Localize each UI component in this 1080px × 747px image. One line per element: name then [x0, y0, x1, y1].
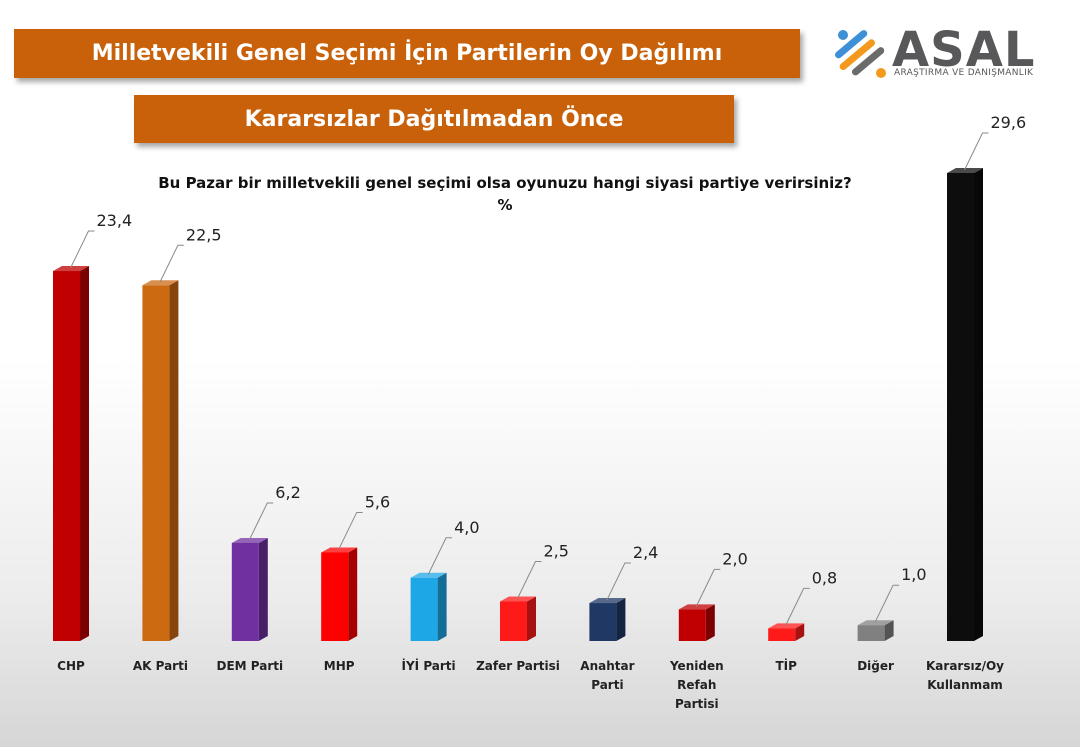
category-label: Diğer [857, 659, 894, 673]
category-label: Yeniden [669, 659, 724, 673]
category-label: Kullanmam [927, 678, 1003, 692]
bar-top [678, 604, 715, 610]
bar-side [169, 280, 179, 641]
value-leader-line [159, 244, 184, 283]
bar-side [974, 168, 983, 641]
asal-logo: ASAL ARAŞTIRMA VE DANIŞMANLIK [834, 22, 1036, 86]
value-leader-line [70, 230, 95, 269]
bar [768, 623, 805, 641]
category-label: Kararsız/Oy [926, 659, 1004, 673]
category-label: Zafer Partisi [476, 659, 560, 673]
bar [53, 266, 89, 641]
chart-subtitle-banner: Kararsızlar Dağıtılmadan Önce [134, 95, 734, 143]
question-unit: % [497, 196, 513, 214]
bar-side [795, 623, 805, 641]
bar-top [857, 620, 894, 626]
bar-side [616, 598, 626, 641]
value-label: 0,8 [812, 568, 837, 587]
survey-question: Bu Pazar bir milletvekili genel seçimi o… [60, 172, 950, 216]
bar-front [857, 625, 885, 641]
value-label: 29,6 [991, 113, 1027, 132]
bar-top [947, 168, 983, 173]
bar-front [589, 603, 617, 641]
category-label: Parti [591, 678, 623, 692]
value-label: 5,6 [365, 492, 390, 511]
bar [231, 537, 268, 641]
category-label: İYİ Parti [402, 658, 456, 673]
bar-top [321, 547, 358, 553]
bar-front [678, 609, 706, 641]
bar [410, 572, 447, 641]
value-leader-line [964, 132, 989, 171]
bar-top [768, 623, 805, 629]
category-label: DEM Parti [216, 659, 283, 673]
bar-front [500, 601, 527, 641]
category-label: Refah [677, 678, 716, 692]
category-label: MHP [324, 659, 355, 673]
value-leader-line [427, 537, 453, 575]
bar-top [500, 596, 536, 602]
value-leader-line [695, 568, 721, 607]
logo-brand-text: ASAL [892, 22, 1036, 78]
logo-tagline: ARAŞTIRMA VE DANIŞMANLIK [894, 68, 1034, 78]
value-label: 23,4 [97, 211, 133, 230]
category-label: Anahtar [580, 659, 634, 673]
bar-top [410, 572, 447, 578]
bar-front [947, 173, 974, 641]
value-label: 2,5 [544, 541, 569, 560]
value-leader-line [785, 587, 810, 626]
bar-top [589, 598, 626, 604]
bar-side [884, 620, 894, 641]
bar-front [768, 628, 796, 641]
bar [857, 620, 894, 641]
value-leader-line [874, 584, 900, 623]
bar [678, 604, 715, 641]
bar [321, 547, 358, 641]
value-label: 22,5 [186, 225, 222, 244]
bar-top [142, 280, 179, 286]
value-label: 2,0 [722, 549, 747, 568]
bar-front [142, 285, 170, 641]
bar [947, 168, 983, 641]
bar-front [231, 542, 259, 641]
category-label: AK Parti [133, 659, 188, 673]
bar-top [231, 537, 268, 543]
bar-top [53, 266, 89, 272]
value-label: 6,2 [275, 483, 300, 502]
bar-side [258, 537, 268, 641]
bar [142, 280, 179, 641]
bar [500, 596, 536, 641]
category-label: Partisi [675, 697, 719, 711]
chart-title-banner: Milletvekili Genel Seçimi İçin Partileri… [14, 29, 800, 78]
value-label: 1,0 [901, 565, 926, 584]
bar [589, 598, 626, 641]
value-leader-line [517, 560, 542, 599]
bar-front [321, 552, 349, 641]
chart-title: Milletvekili Genel Seçimi İçin Partileri… [91, 41, 723, 66]
bar-front [53, 271, 80, 641]
bar-side [705, 604, 715, 641]
category-label: CHP [57, 659, 85, 673]
bar-side [437, 572, 447, 641]
asal-logo-mark-icon [835, 30, 886, 78]
value-leader-line [338, 511, 363, 550]
bar-side [348, 547, 358, 641]
category-label: TİP [775, 658, 797, 673]
question-text: Bu Pazar bir milletvekili genel seçimi o… [158, 174, 852, 192]
bar-side [527, 596, 536, 641]
value-label: 4,0 [454, 518, 479, 537]
chart-subtitle: Kararsızlar Dağıtılmadan Önce [244, 106, 624, 132]
value-leader-line [248, 502, 274, 541]
bar-front [410, 577, 438, 641]
value-label: 2,4 [633, 543, 658, 562]
value-leader-line [606, 562, 631, 601]
bar-side [80, 266, 89, 641]
